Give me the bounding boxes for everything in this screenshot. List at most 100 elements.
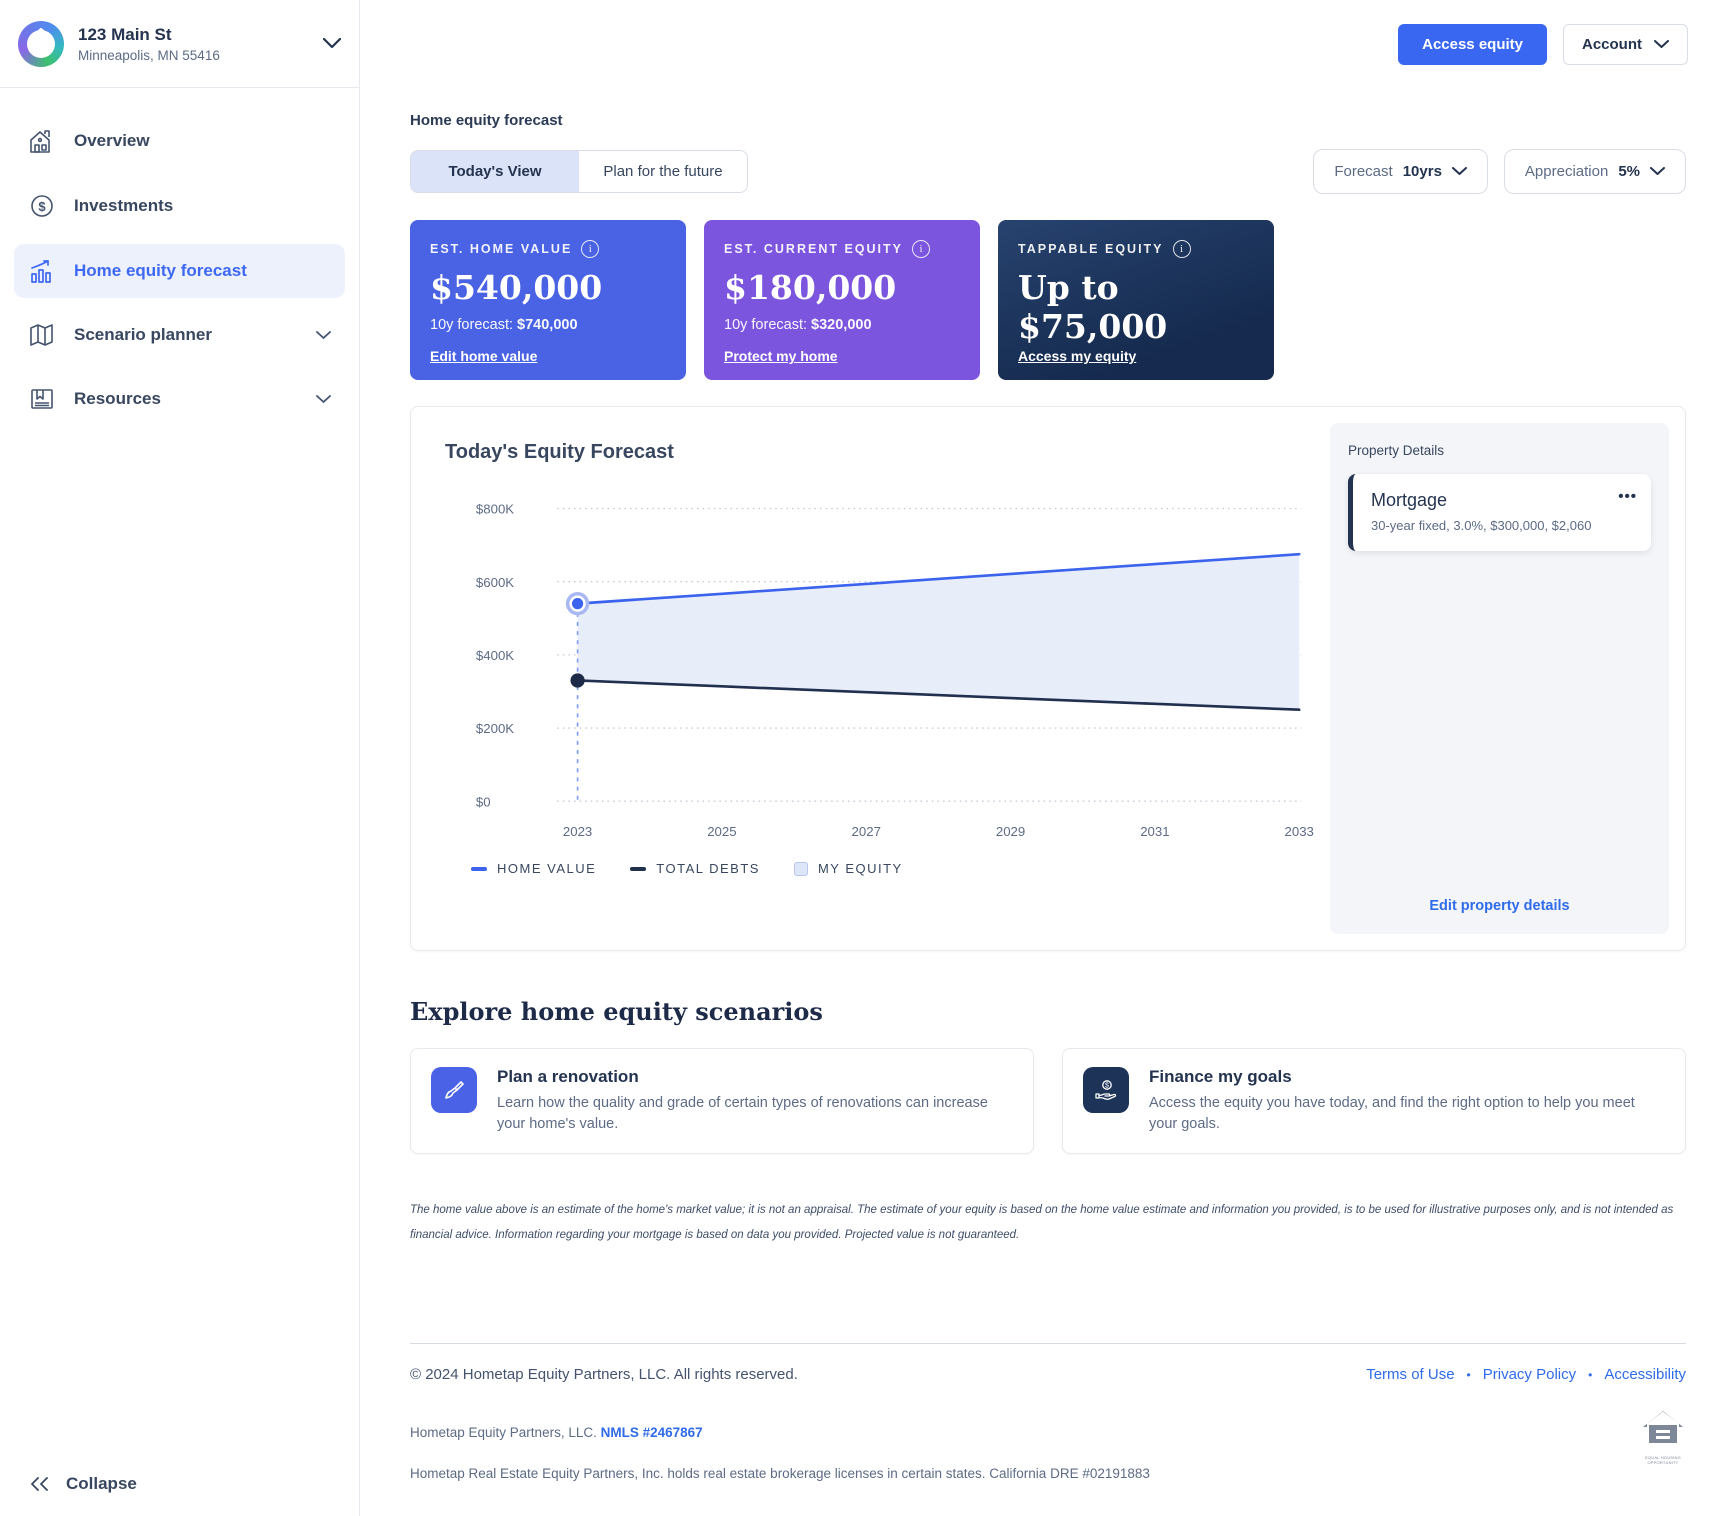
dot-separator: • — [1588, 1367, 1593, 1382]
info-icon[interactable]: i — [581, 240, 600, 258]
y-tick-label: $800K — [476, 502, 514, 517]
edit-home-value-link[interactable]: Edit home value — [430, 348, 538, 364]
chart-controls: Forecast 10yrs Appreciation 5% — [1313, 149, 1686, 194]
sidebar-item-label: Investments — [74, 196, 174, 215]
appreciation-dropdown-value: 5% — [1618, 163, 1640, 180]
plan-renovation-card[interactable]: Plan a renovation Learn how the quality … — [410, 1048, 1034, 1155]
home-value-marker-dot — [571, 598, 584, 610]
edit-property-details-link[interactable]: Edit property details — [1429, 898, 1570, 914]
sidebar-item-label: Home equity forecast — [74, 261, 247, 280]
scenario-card-title: Plan a renovation — [497, 1067, 639, 1086]
chart-legend: HOME VALUE TOTAL DEBTS MY EQUITY — [471, 861, 1320, 876]
bar-chart-icon — [31, 260, 51, 283]
my-equity-swatch — [793, 861, 808, 876]
total-debts-marker-dot — [570, 673, 585, 688]
accessibility-link[interactable]: Accessibility — [1604, 1366, 1686, 1384]
house-icon — [30, 130, 50, 153]
chart-title: Today's Equity Forecast — [445, 441, 674, 463]
sidebar-item-scenario-planner[interactable]: Scenario planner — [14, 308, 345, 362]
x-tick-label: 2031 — [1140, 824, 1169, 839]
property-details-panel: Property Details Mortgage 30-year fixed,… — [1330, 423, 1669, 934]
footer-row: © 2024 Hometap Equity Partners, LLC. All… — [410, 1366, 1686, 1383]
x-tick-label: 2025 — [707, 824, 736, 839]
collapse-sidebar-button[interactable]: Collapse — [0, 1452, 359, 1516]
scenario-cards-row: Plan a renovation Learn how the quality … — [410, 1048, 1686, 1155]
info-icon[interactable]: i — [1172, 240, 1191, 258]
privacy-policy-link[interactable]: Privacy Policy — [1482, 1366, 1577, 1384]
nmls-link[interactable]: NMLS #2467867 — [600, 1425, 703, 1441]
mortgage-name: Mortgage — [1371, 490, 1448, 510]
equal-housing-logo: EQUAL HOUSING OPPORTUNITY — [1640, 1411, 1686, 1465]
info-icon[interactable]: i — [912, 240, 930, 258]
sidebar: 123 Main St Minneapolis, MN 55416 — [0, 0, 360, 1516]
x-tick-label: 2027 — [852, 824, 881, 839]
x-tick-label: 2023 — [563, 824, 592, 839]
map-icon — [30, 324, 53, 346]
svg-text:$: $ — [38, 199, 46, 214]
stat-cards-row: EST. HOME VALUE i $540,000 10y forecast:… — [410, 220, 1686, 380]
x-tick-label: 2029 — [996, 824, 1025, 839]
kebab-menu-icon[interactable]: ••• — [1618, 488, 1637, 505]
appreciation-dropdown[interactable]: Appreciation 5% — [1503, 149, 1686, 194]
total-debts-line — [576, 679, 1301, 712]
chevron-down-icon — [1650, 167, 1665, 175]
equal-housing-caption: EQUAL HOUSING OPPORTUNITY — [1645, 1455, 1681, 1466]
double-chevron-left-icon — [31, 1477, 48, 1491]
scenario-card-text: Finance my goals Access the equity you h… — [1149, 1067, 1665, 1135]
scenario-card-text: Plan a renovation Learn how the quality … — [497, 1067, 1013, 1135]
copyright-text: © 2024 Hometap Equity Partners, LLC. All… — [410, 1366, 798, 1384]
sidebar-item-home-equity-forecast[interactable]: Home equity forecast — [14, 244, 345, 298]
page-content: Home equity forecast Today's View Plan f… — [360, 88, 1728, 1516]
access-my-equity-link[interactable]: Access my equity — [1018, 348, 1137, 364]
y-tick-label: $400K — [476, 648, 514, 663]
collapse-label: Collapse — [66, 1474, 137, 1493]
scenario-card-title: Finance my goals — [1149, 1067, 1292, 1086]
finance-goals-card[interactable]: $ Finance my goals Access the equity you… — [1062, 1048, 1686, 1155]
legend-my-equity: MY EQUITY — [793, 861, 903, 876]
stat-card-label: EST. HOME VALUE — [430, 242, 573, 256]
tab-todays-view[interactable]: Today's View — [411, 151, 579, 192]
dot-separator: • — [1466, 1367, 1471, 1382]
mortgage-card[interactable]: Mortgage 30-year fixed, 3.0%, $300,000, … — [1348, 474, 1651, 551]
forecast-dropdown[interactable]: Forecast 10yrs — [1313, 149, 1488, 194]
access-equity-button[interactable]: Access equity — [1398, 23, 1547, 65]
hometap-logo-icon — [18, 20, 64, 67]
account-label: Account — [1582, 35, 1642, 53]
sidebar-item-label: Overview — [74, 131, 150, 150]
terms-of-use-link[interactable]: Terms of Use — [1366, 1366, 1455, 1384]
account-button[interactable]: Account — [1563, 23, 1688, 65]
sidebar-item-resources[interactable]: Resources — [14, 372, 345, 426]
scenarios-heading: Explore home equity scenarios — [410, 997, 823, 1026]
home-value-line — [576, 552, 1301, 605]
forecast-dropdown-value: 10yrs — [1402, 163, 1442, 180]
chart-area: Today's Equity Forecast $800K $600K — [427, 423, 1330, 934]
chevron-down-icon — [323, 38, 341, 49]
mortgage-details: 30-year fixed, 3.0%, $300,000, $2,060 — [1371, 518, 1592, 533]
home-value-amount: $540,000 — [430, 268, 603, 307]
sidebar-item-overview[interactable]: Overview — [14, 114, 345, 168]
protect-my-home-link[interactable]: Protect my home — [724, 348, 838, 364]
equity-forecast-chart[interactable]: $800K $600K $400K $200K $0 — [445, 478, 1320, 855]
disclaimer-text: The home value above is an estimate of t… — [410, 1204, 1674, 1241]
hand-coin-icon: $ — [1083, 1067, 1129, 1113]
tab-plan-for-future[interactable]: Plan for the future — [603, 163, 723, 180]
current-equity-forecast: 10y forecast: $320,000 — [724, 317, 872, 333]
nmls-line: Hometap Equity Partners, LLC. NMLS #2467… — [410, 1425, 703, 1441]
equity-forecast-panel: Today's Equity Forecast $800K $600K — [410, 406, 1686, 951]
view-tabs: Today's View Plan for the future — [410, 150, 748, 193]
my-equity-area — [577, 554, 1300, 710]
current-equity-amount: $180,000 — [724, 268, 897, 307]
chevron-down-icon — [316, 394, 331, 403]
home-value-swatch — [471, 866, 487, 871]
footer-bottom: Hometap Equity Partners, LLC. NMLS #2467… — [410, 1411, 1686, 1482]
sidebar-item-label: Scenario planner — [74, 325, 212, 344]
property-selector[interactable]: 123 Main St Minneapolis, MN 55416 — [0, 0, 359, 88]
sidebar-item-investments[interactable]: $ Investments — [14, 178, 345, 234]
footer-divider — [410, 1343, 1686, 1345]
paintbrush-icon — [431, 1067, 477, 1113]
legend-total-debts: TOTAL DEBTS — [630, 861, 760, 876]
appreciation-dropdown-label: Appreciation — [1524, 163, 1609, 180]
brokerage-line: Hometap Real Estate Equity Partners, Inc… — [410, 1466, 1150, 1482]
book-icon — [31, 389, 53, 409]
